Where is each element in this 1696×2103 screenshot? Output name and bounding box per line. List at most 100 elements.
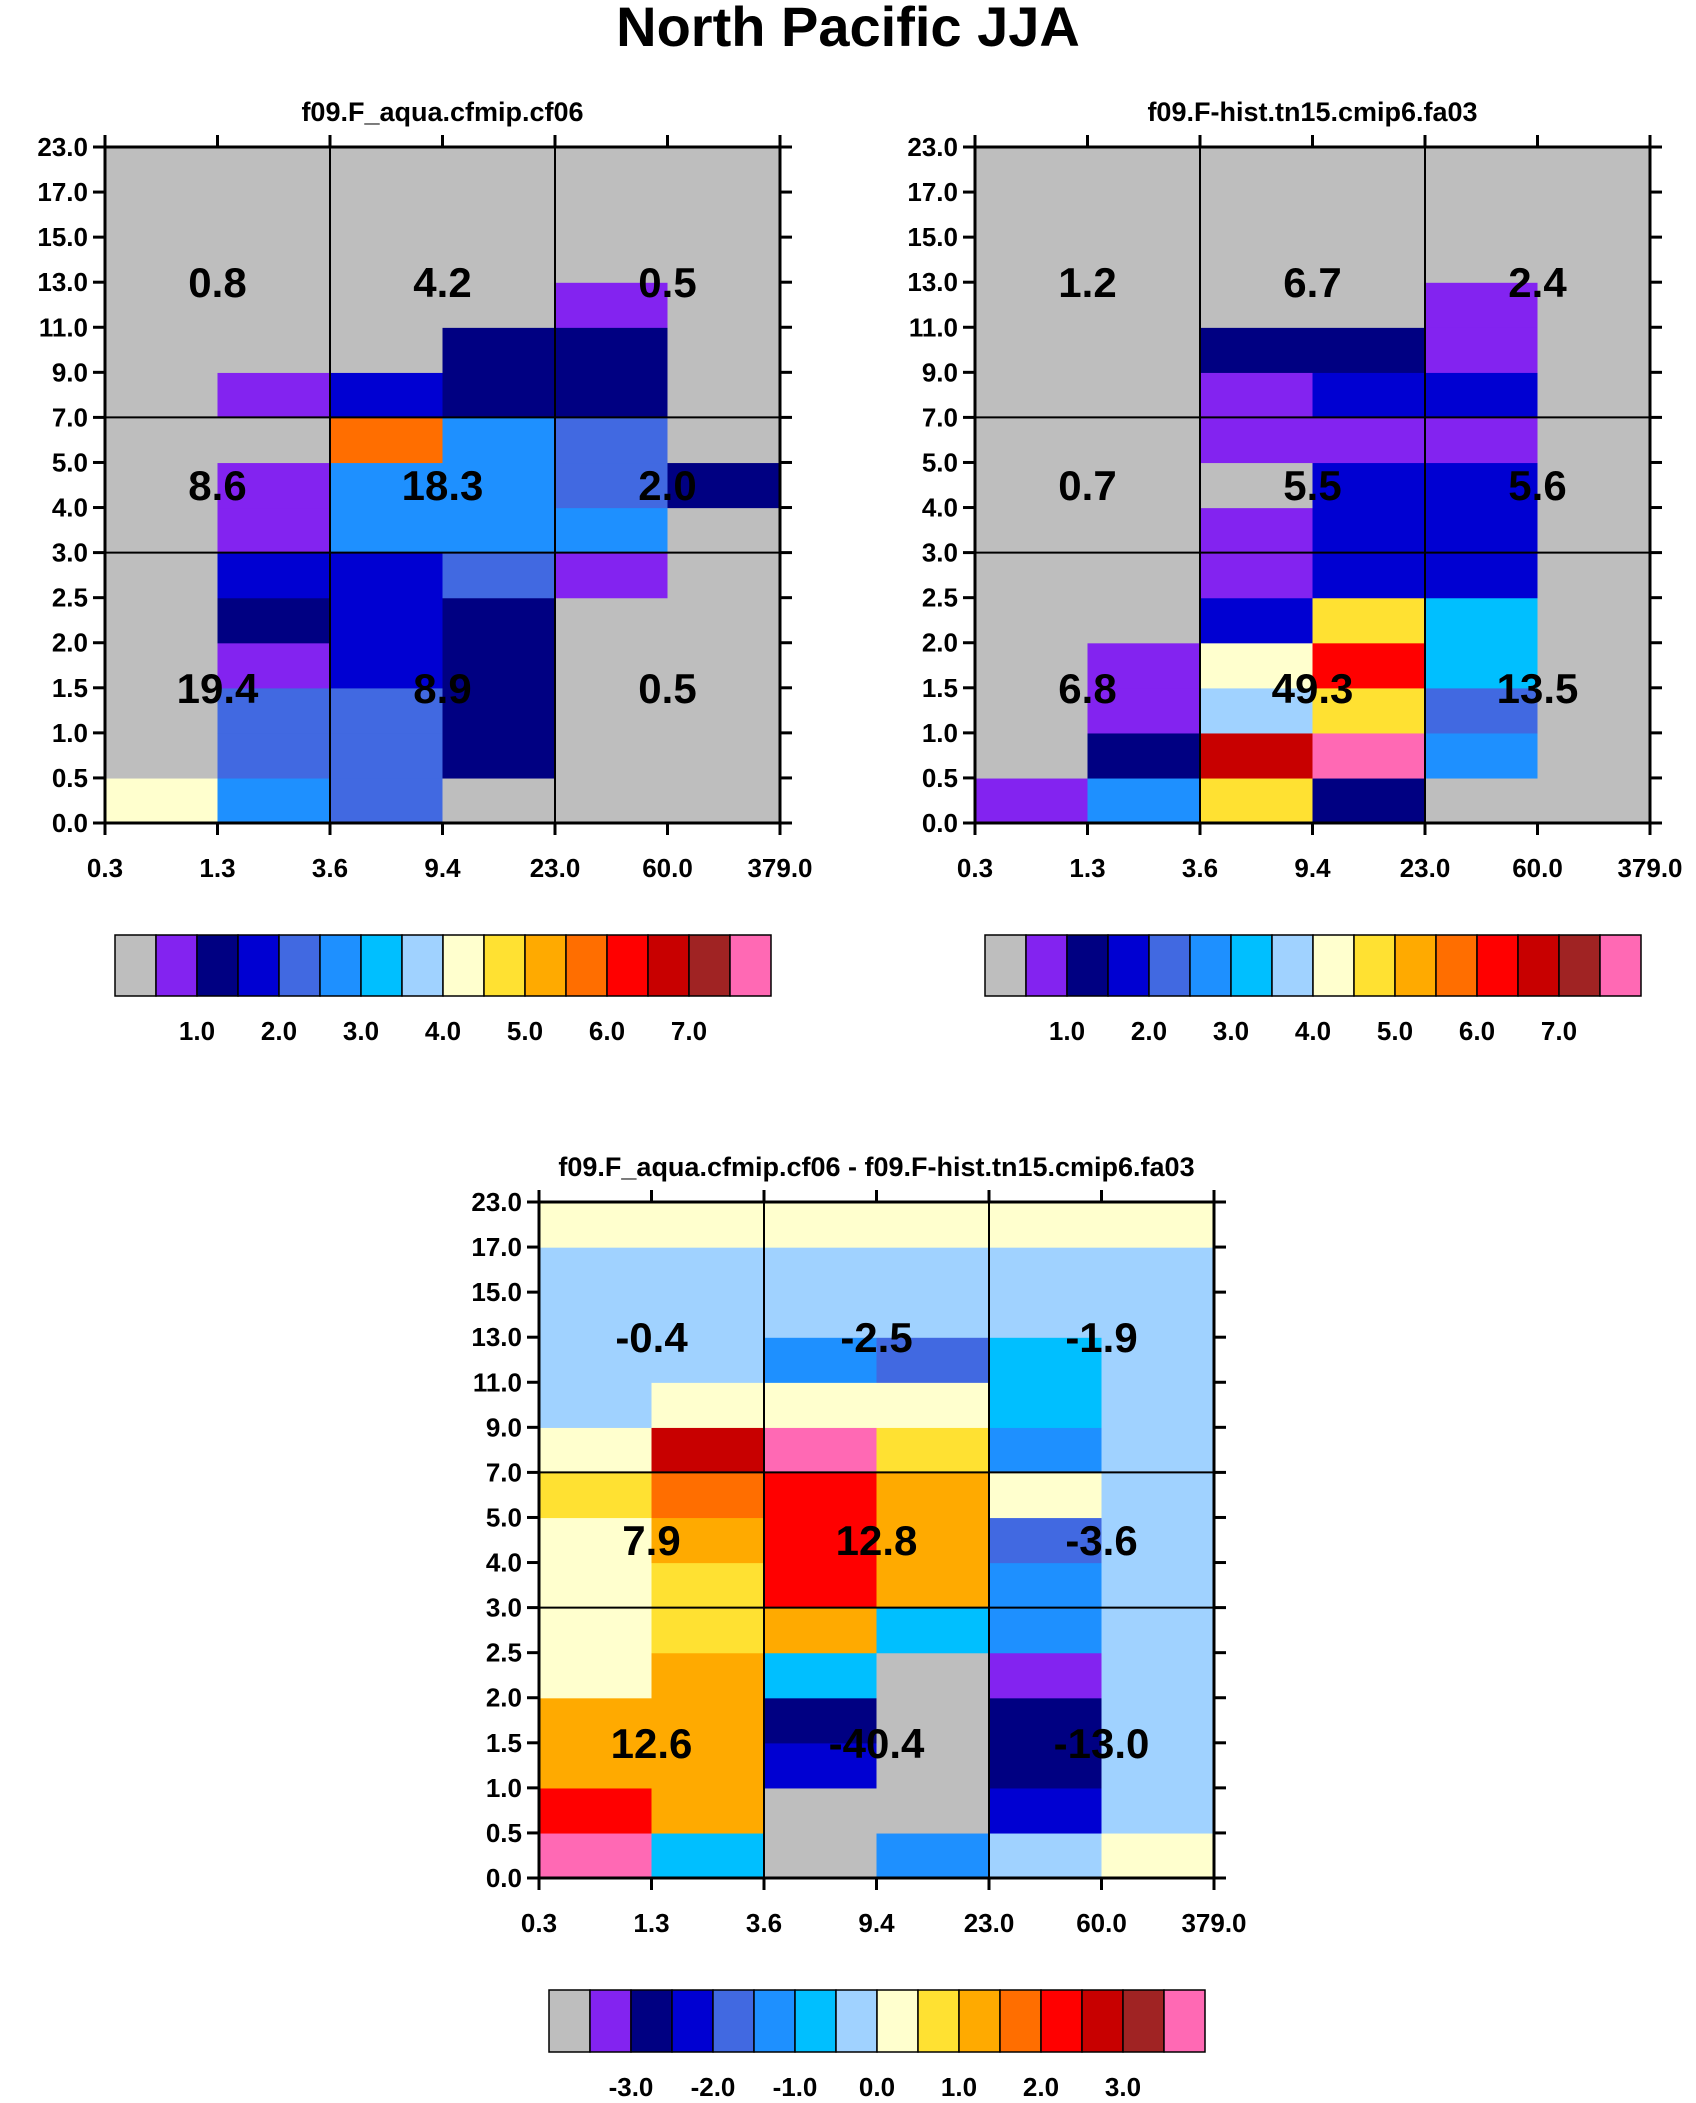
heatmap-cell bbox=[217, 417, 331, 464]
heatmap-cell bbox=[989, 1247, 1103, 1293]
colorbar-swatch bbox=[1394, 934, 1437, 997]
heatmap-cell bbox=[1425, 732, 1539, 779]
y-tick-label: 4.0 bbox=[486, 1548, 522, 1578]
heatmap-cell bbox=[217, 282, 331, 328]
y-tick-label: 1.0 bbox=[52, 718, 88, 748]
heatmap-cell bbox=[651, 1652, 765, 1699]
heatmap-cell bbox=[1101, 1697, 1215, 1744]
heatmap-cell bbox=[876, 1292, 990, 1338]
x-tick-label: 1.3 bbox=[199, 853, 235, 883]
heatmap-cell bbox=[1537, 507, 1651, 554]
heatmap-cell bbox=[217, 642, 331, 689]
heatmap-cell bbox=[539, 1382, 653, 1428]
x-tick-label: 3.6 bbox=[1182, 853, 1218, 883]
heatmap-cell bbox=[330, 372, 444, 418]
box-value-label: 2.0 bbox=[638, 462, 696, 509]
heatmap-cell bbox=[539, 1652, 653, 1699]
y-tick-label: 9.0 bbox=[52, 357, 88, 387]
y-tick-label: 0.5 bbox=[486, 1818, 522, 1848]
colorbar-label: 0.0 bbox=[859, 2072, 895, 2102]
heatmap-cell bbox=[876, 1427, 990, 1473]
colorbar-swatch bbox=[278, 934, 321, 997]
heatmap-cell bbox=[667, 642, 781, 689]
colorbar-swatch bbox=[1066, 934, 1109, 997]
box-value-label: 6.7 bbox=[1283, 259, 1341, 306]
heatmap-cell bbox=[1101, 1832, 1215, 1879]
heatmap-cell bbox=[1087, 507, 1201, 554]
heatmap-cell bbox=[989, 1562, 1103, 1609]
heatmap-cell bbox=[764, 1202, 878, 1248]
heatmap-cell bbox=[667, 327, 781, 373]
x-tick-label: 0.3 bbox=[87, 853, 123, 883]
colorbar-swatch bbox=[196, 934, 239, 997]
heatmap-cell bbox=[1312, 597, 1426, 644]
heatmap-cell bbox=[330, 327, 444, 373]
heatmap-cell bbox=[975, 192, 1089, 238]
heatmap-cell bbox=[667, 732, 781, 779]
heatmap-cell bbox=[442, 462, 556, 509]
colorbar-swatch bbox=[1189, 934, 1232, 997]
x-tick-label: 379.0 bbox=[1617, 853, 1682, 883]
heatmap-cell bbox=[555, 507, 669, 554]
heatmap-cell bbox=[1425, 417, 1539, 464]
colorbar-swatch bbox=[630, 1989, 673, 2053]
heatmap-cell bbox=[442, 237, 556, 283]
heatmap-cell bbox=[876, 1472, 990, 1519]
colorbar-swatch bbox=[1312, 934, 1355, 997]
heatmap-cell bbox=[1425, 282, 1539, 328]
x-tick-label: 23.0 bbox=[1400, 853, 1451, 883]
heatmap-cell bbox=[975, 507, 1089, 554]
heatmap-cell bbox=[1312, 507, 1426, 554]
heatmap-cell bbox=[1312, 552, 1426, 599]
colorbar-label: -1.0 bbox=[773, 2072, 818, 2102]
y-tick-label: 11.0 bbox=[39, 312, 88, 342]
heatmap-cell bbox=[975, 552, 1089, 599]
heatmap-cell bbox=[1425, 462, 1539, 509]
x-tick-label: 0.3 bbox=[957, 853, 993, 883]
heatmap-cell bbox=[1425, 597, 1539, 644]
heatmap-cell bbox=[555, 417, 669, 464]
colorbar-swatch bbox=[835, 1989, 878, 2053]
heatmap-cell bbox=[105, 552, 219, 599]
heatmap-cell bbox=[764, 1382, 878, 1428]
box-value-label: 6.8 bbox=[1058, 665, 1116, 712]
colorbar-label: 1.0 bbox=[179, 1016, 215, 1046]
heatmap-cell bbox=[442, 552, 556, 599]
heatmap-cell bbox=[105, 327, 219, 373]
heatmap-cell bbox=[555, 237, 669, 283]
heatmap-cell bbox=[989, 1292, 1103, 1338]
heatmap-cell bbox=[876, 1652, 990, 1699]
heatmap-cell bbox=[1087, 282, 1201, 328]
heatmap-cell bbox=[1101, 1337, 1215, 1383]
colorbar-swatch bbox=[589, 1989, 632, 2053]
heatmap-cell bbox=[667, 687, 781, 734]
colorbar-swatch bbox=[155, 934, 198, 997]
heatmap-cell bbox=[1200, 237, 1314, 283]
heatmap-cell bbox=[667, 372, 781, 418]
heatmap-cell bbox=[764, 1787, 878, 1834]
heatmap-cell bbox=[105, 732, 219, 779]
heatmap-cell bbox=[442, 687, 556, 734]
panel-2: f09.F-hist.tn15.cmip6.fa03 0.3 1.3 3.6 9.4 23… bbox=[907, 97, 1682, 1046]
colorbar-label: 5.0 bbox=[507, 1016, 543, 1046]
box-value-label: -2.5 bbox=[840, 1314, 912, 1361]
heatmap-cell bbox=[539, 1517, 653, 1564]
colorbar-swatch bbox=[1599, 934, 1642, 997]
heatmap-cell bbox=[1425, 327, 1539, 373]
colorbar-label: 6.0 bbox=[589, 1016, 625, 1046]
colorbar-swatch bbox=[1353, 934, 1396, 997]
box-value-label: 5.5 bbox=[1283, 462, 1341, 509]
panel-1: f09.F_aqua.cfmip.cf06 0.3 1.3 3.6 9.4 23.0 60.… bbox=[37, 97, 812, 1046]
box-value-label: 18.3 bbox=[402, 462, 484, 509]
heatmap-cell bbox=[1087, 552, 1201, 599]
heatmap-cell bbox=[1312, 372, 1426, 418]
heatmap-cell bbox=[667, 237, 781, 283]
colorbar-swatch bbox=[237, 934, 280, 997]
heatmap-cell bbox=[330, 642, 444, 689]
heatmap-cell bbox=[555, 192, 669, 238]
heatmap-cell bbox=[651, 1427, 765, 1473]
heatmap-cell bbox=[989, 1607, 1103, 1654]
heatmap-cell bbox=[555, 462, 669, 509]
heatmap-cell bbox=[975, 282, 1089, 328]
